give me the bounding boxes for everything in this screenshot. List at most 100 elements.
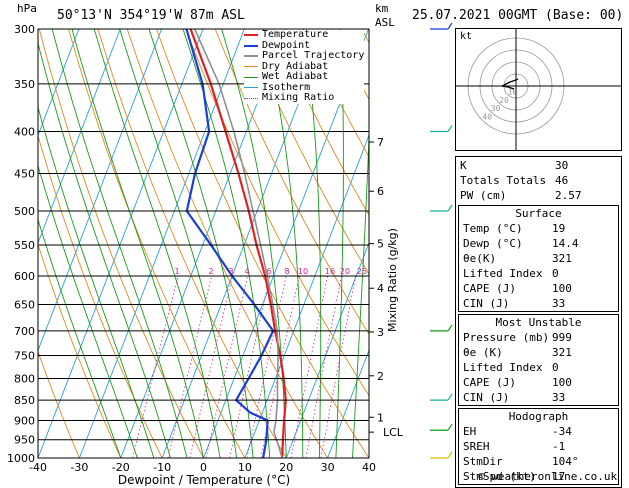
most-unstable-row-label: θe (K) <box>463 345 503 360</box>
most-unstable-row-label: Lifted Index <box>463 360 542 375</box>
surface-row: Temp (°C)19 <box>459 221 618 236</box>
hodograph-row-label: SREH <box>463 439 490 454</box>
isotherm-line <box>0 29 79 458</box>
legend-swatch <box>244 34 258 36</box>
wind-barb-feather <box>448 23 452 29</box>
surface-row-value: 321 <box>552 251 614 266</box>
legend-item: Temperature <box>244 30 364 41</box>
index-row-value: 2.57 <box>555 188 617 203</box>
wind-barb-feather <box>448 325 452 331</box>
hodograph-row-value: 104° <box>552 454 614 469</box>
legend-swatch <box>244 87 258 88</box>
pressure-tick-label: 600 <box>14 270 35 283</box>
legend-swatch <box>244 66 258 67</box>
lcl-label: LCL <box>383 426 404 439</box>
surface-title: Surface <box>459 206 618 221</box>
most-unstable-row: CIN (J)33 <box>459 390 618 405</box>
surface-row: Lifted Index 0 <box>459 266 618 281</box>
temperature-tick-label: 30 <box>321 461 335 474</box>
mixing-ratio-tick-label: 20 <box>340 267 350 276</box>
pressure-tick-label: 450 <box>14 167 35 180</box>
most-unstable-row-value: 33 <box>552 390 614 405</box>
wet-adiabat-line <box>18 29 154 458</box>
km-tick-label: 7 <box>377 136 384 149</box>
hodograph-row: EH-34 <box>459 424 618 439</box>
surface-row-label: θe(K) <box>463 251 496 266</box>
hodograph-stats-title: Hodograph <box>459 409 618 424</box>
most-unstable-row-value: 999 <box>552 330 614 345</box>
dry-adiabat-line <box>0 29 79 458</box>
index-row-label: PW (cm) <box>460 188 506 203</box>
index-row-value: 46 <box>555 173 617 188</box>
temperature-tick-label: -40 <box>29 461 47 474</box>
surface-row-label: Lifted Index <box>463 266 542 281</box>
index-row-label: K <box>460 158 467 173</box>
mixing-ratio-tick-label: 2 <box>208 267 213 276</box>
wind-barb-feather <box>448 452 452 458</box>
mixing-ratio-tick-label: 8 <box>284 267 289 276</box>
pressure-tick-label: 850 <box>14 394 35 407</box>
most-unstable-row-label: Pressure (mb) <box>463 330 549 345</box>
x-axis-title: Dewpoint / Temperature (°C) <box>118 473 290 486</box>
pressure-tick-label: 700 <box>14 325 35 338</box>
mixing-ratio-tick-label: 1 <box>174 267 179 276</box>
surface-row-label: CAPE (J) <box>463 281 516 296</box>
mixing-ratio-tick-label: 6 <box>266 267 271 276</box>
surface-row-label: CIN (J) <box>463 296 509 311</box>
hodograph-row-value: -1 <box>552 439 614 454</box>
km-tick-label: 6 <box>377 185 384 198</box>
pressure-tick-label: 750 <box>14 349 35 362</box>
legend-swatch <box>244 98 258 99</box>
surface-row-value: 100 <box>552 281 614 296</box>
surface-row-label: Dewp (°C) <box>463 236 523 251</box>
most-unstable-row-value: 100 <box>552 375 614 390</box>
wet-adiabat-line <box>94 29 220 458</box>
legend-label: Wet Adiabat <box>262 72 328 83</box>
pressure-tick-label: 550 <box>14 239 35 252</box>
index-row-label: Totals Totals <box>460 173 546 188</box>
mixing-ratio-tick-label: 4 <box>244 267 249 276</box>
index-row: PW (cm) 2.57 <box>456 188 621 203</box>
isotherm-line <box>38 29 203 458</box>
index-row-value: 30 <box>555 158 617 173</box>
pressure-tick-label: 800 <box>14 372 35 385</box>
surface-row-value: 0 <box>552 266 614 281</box>
legend-label: Parcel Trajectory <box>262 51 364 62</box>
km-tick-label: 4 <box>377 282 384 295</box>
wet-adiabat-line <box>72 29 204 458</box>
legend-item: Parcel Trajectory <box>244 51 364 62</box>
mixing-ratio-line <box>190 276 233 458</box>
most-unstable-row: θe (K) 321 <box>459 345 618 360</box>
km-tick-label: 5 <box>377 238 384 251</box>
legend-label: Temperature <box>262 30 328 41</box>
hodograph-row-value: -34 <box>552 424 614 439</box>
legend-swatch <box>244 55 258 57</box>
wind-barb-feather <box>448 126 452 132</box>
most-unstable-row: CAPE (J)100 <box>459 375 618 390</box>
legend-swatch <box>244 45 258 47</box>
hodograph-row-label: StmDir <box>463 454 503 469</box>
km-tick-label: 3 <box>377 326 384 339</box>
km-tick-label: 1 <box>377 411 384 424</box>
isotherm-line <box>79 29 244 458</box>
surface-row: Dewp (°C) 14.4 <box>459 236 618 251</box>
wind-barb-feather <box>448 424 452 430</box>
pressure-tick-label: 650 <box>14 299 35 312</box>
mixing-ratio-tick-label: 16 <box>325 267 335 276</box>
surface-row-value: 19 <box>552 221 614 236</box>
copyright-footer: © weatheronline.co.uk <box>478 470 617 483</box>
dry-adiabat-line <box>39 29 203 458</box>
mixing-ratio-tick-label: 10 <box>298 267 308 276</box>
most-unstable-row: Pressure (mb)999 <box>459 330 618 345</box>
wind-barb-feather <box>448 394 452 400</box>
hodograph-ring-label: 20 <box>499 96 509 105</box>
surface-row-value: 33 <box>552 296 614 311</box>
hodograph-ring-label: 40 <box>482 113 492 122</box>
surface-row-value: 14.4 <box>552 236 614 251</box>
most-unstable-row-value: 321 <box>552 345 614 360</box>
